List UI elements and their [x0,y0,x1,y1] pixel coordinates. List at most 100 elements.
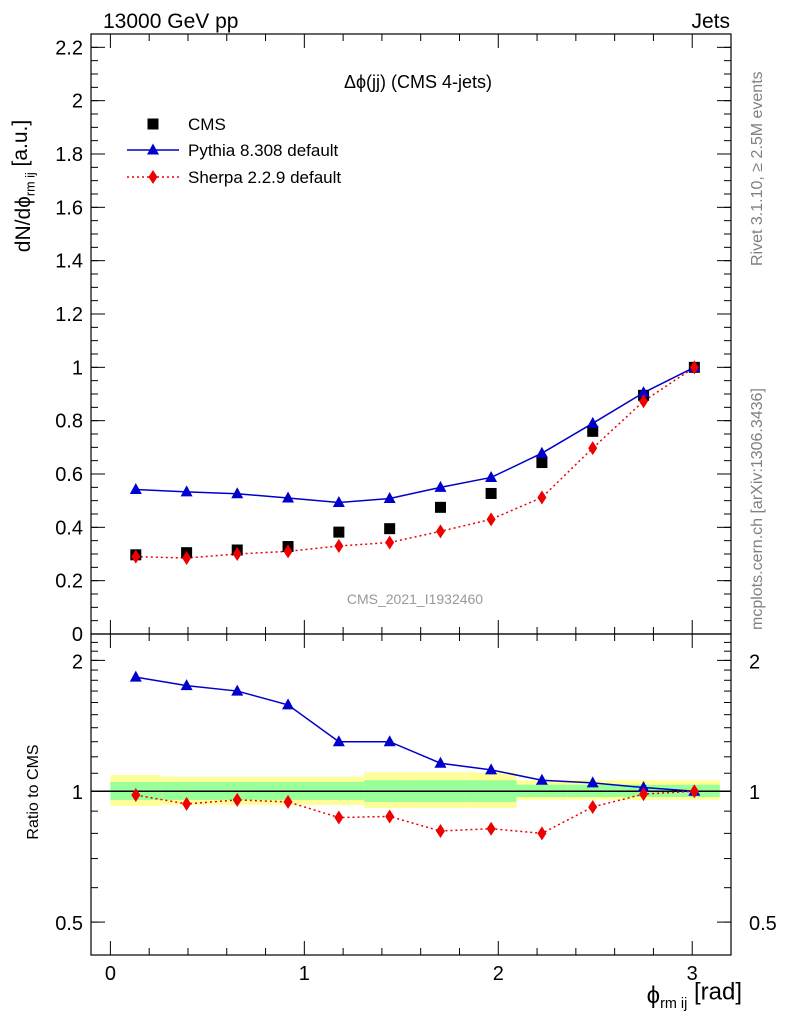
ratio-y-tick-label: 2 [72,651,83,673]
main-y-tick-label: 1 [72,357,83,379]
cms-point [333,526,345,538]
pythia-point [485,470,498,482]
ratio-pythia-point [231,684,244,696]
ratio-frame [90,633,732,956]
pythia-point [231,487,244,499]
main-y-tick-label: 2 [72,91,83,113]
x-tick-label: 1 [299,963,310,985]
ratio-y-tick-label-right: 0.5 [749,913,777,935]
ratio-axes: 0.5 0.5 1 1 2 2 0 1 2 3 [55,633,777,985]
sherpa-point [283,544,293,559]
x-tick-label: 2 [493,963,504,985]
ratio-y-tick-label-right: 1 [749,782,760,804]
main-data-layer [129,360,701,565]
analysis-id: CMS_2021_I1932460 [347,591,483,607]
main-title: Δϕ(jj) (CMS 4-jets) [344,72,492,92]
sherpa-point [385,535,395,550]
pythia-line [135,366,695,504]
pythia-point [129,482,142,494]
ratio-pythia-point [637,780,650,792]
sherpa-line [135,366,695,559]
sherpa-point [537,490,547,505]
ratio-pythia-point [129,670,142,682]
ratio-sherpa-point [385,809,395,824]
sherpa-point [182,551,192,565]
ratio-pythia-point [282,698,295,710]
ratio-pythia-point [485,763,498,775]
ratio-sherpa-point [131,788,141,803]
legend-pythia-marker [147,143,159,155]
legend-cms-marker [147,118,159,130]
cms-point [434,501,446,513]
ratio-sherpa-point [689,784,699,799]
sherpa-point [131,549,141,564]
ratio-data-layer [129,670,701,841]
legend-label: Sherpa 2.2.9 default [188,168,341,187]
cms-point [536,457,548,469]
pythia-point [535,446,548,458]
pythia-point [180,485,193,497]
main-y-tick-label: 1.8 [55,144,83,166]
ratio-y-tick-label: 1 [72,782,83,804]
ratio-y-axis-label: Ratio to CMS [25,744,42,839]
ratio-y-tick-label-right: 2 [749,651,760,673]
ratio-sherpa-point [486,821,496,836]
sherpa-point [435,524,445,539]
pythia-point [383,492,396,504]
ratio-sherpa-point [537,826,547,841]
ratio-pythia-point [434,756,447,768]
ratio-sherpa-point [283,794,293,809]
main-frame [90,33,732,635]
header-left: 13000 GeV pp [103,10,238,33]
cms-point [384,523,396,535]
main-y-tick-label: 0.2 [55,571,83,593]
ratio-pythia-point [535,773,548,785]
pythia-point [332,496,345,508]
main-y-tick-label: 0.4 [55,517,83,539]
pythia-point [282,491,295,503]
pythia-point [586,416,599,428]
rivet-label: Rivet 3.1.10, ≥ 2.5M events [749,71,766,266]
legend-label: Pythia 8.308 default [188,141,339,160]
mcplots-label: mcplots.cern.ch [arXiv:1306.3436] [749,388,766,630]
ratio-panel: 0.5 0.5 1 1 2 2 0 1 2 3 Ratio to CMS ϕrm ij [rad] [25,633,777,1012]
header-right: Jets [691,10,730,33]
x-tick-label: 3 [687,963,698,985]
main-y-tick-label: 0 [72,624,83,646]
main-y-tick-label: 0.6 [55,464,83,486]
pythia-point [434,480,447,492]
ratio-pythia-point [180,679,193,691]
ratio-pythia-point [586,776,599,788]
ratio-pythia-point [383,735,396,747]
ratio-uncertainty-band [91,772,731,809]
legend-label: CMS [188,115,226,134]
ratio-pythia-point [332,735,345,747]
main-y-axis-label: dN/dϕrm ij [a.u.] [9,120,37,252]
ratio-sherpa-point [588,799,598,814]
ratio-y-tick-label: 0.5 [55,913,83,935]
ratio-sherpa-point [232,792,242,807]
main-y-tick-label: 2.2 [55,37,83,59]
ratio-sherpa-point [182,796,192,811]
sherpa-point [639,394,649,409]
cms-point [587,425,599,437]
sherpa-point [588,441,598,456]
main-y-tick-label: 1.4 [55,251,83,273]
ratio-sherpa-point [639,787,649,802]
x-axis-label: ϕrm ij [rad] [647,979,742,1012]
main-panel: 0 0.2 0.4 0.6 0.8 1 1.2 1.4 1.6 1.8 2 2.2 Δϕ(jj) (C… [9,33,732,646]
cms-point [485,487,497,499]
sherpa-point [689,360,699,375]
sherpa-point [232,547,242,561]
main-axes: 0 0.2 0.4 0.6 0.8 1 1.2 1.4 1.6 1.8 2 2.2 [55,33,732,646]
ratio-sherpa-point [334,810,344,825]
main-y-tick-label: 0.8 [55,411,83,433]
sherpa-point [334,539,344,553]
ratio-pythia-line [135,676,695,792]
x-tick-label: 0 [105,963,116,985]
legend-sherpa-marker [148,170,158,184]
ratio-sherpa-point [435,824,445,839]
sherpa-point [486,512,496,527]
pythia-point [637,386,650,398]
